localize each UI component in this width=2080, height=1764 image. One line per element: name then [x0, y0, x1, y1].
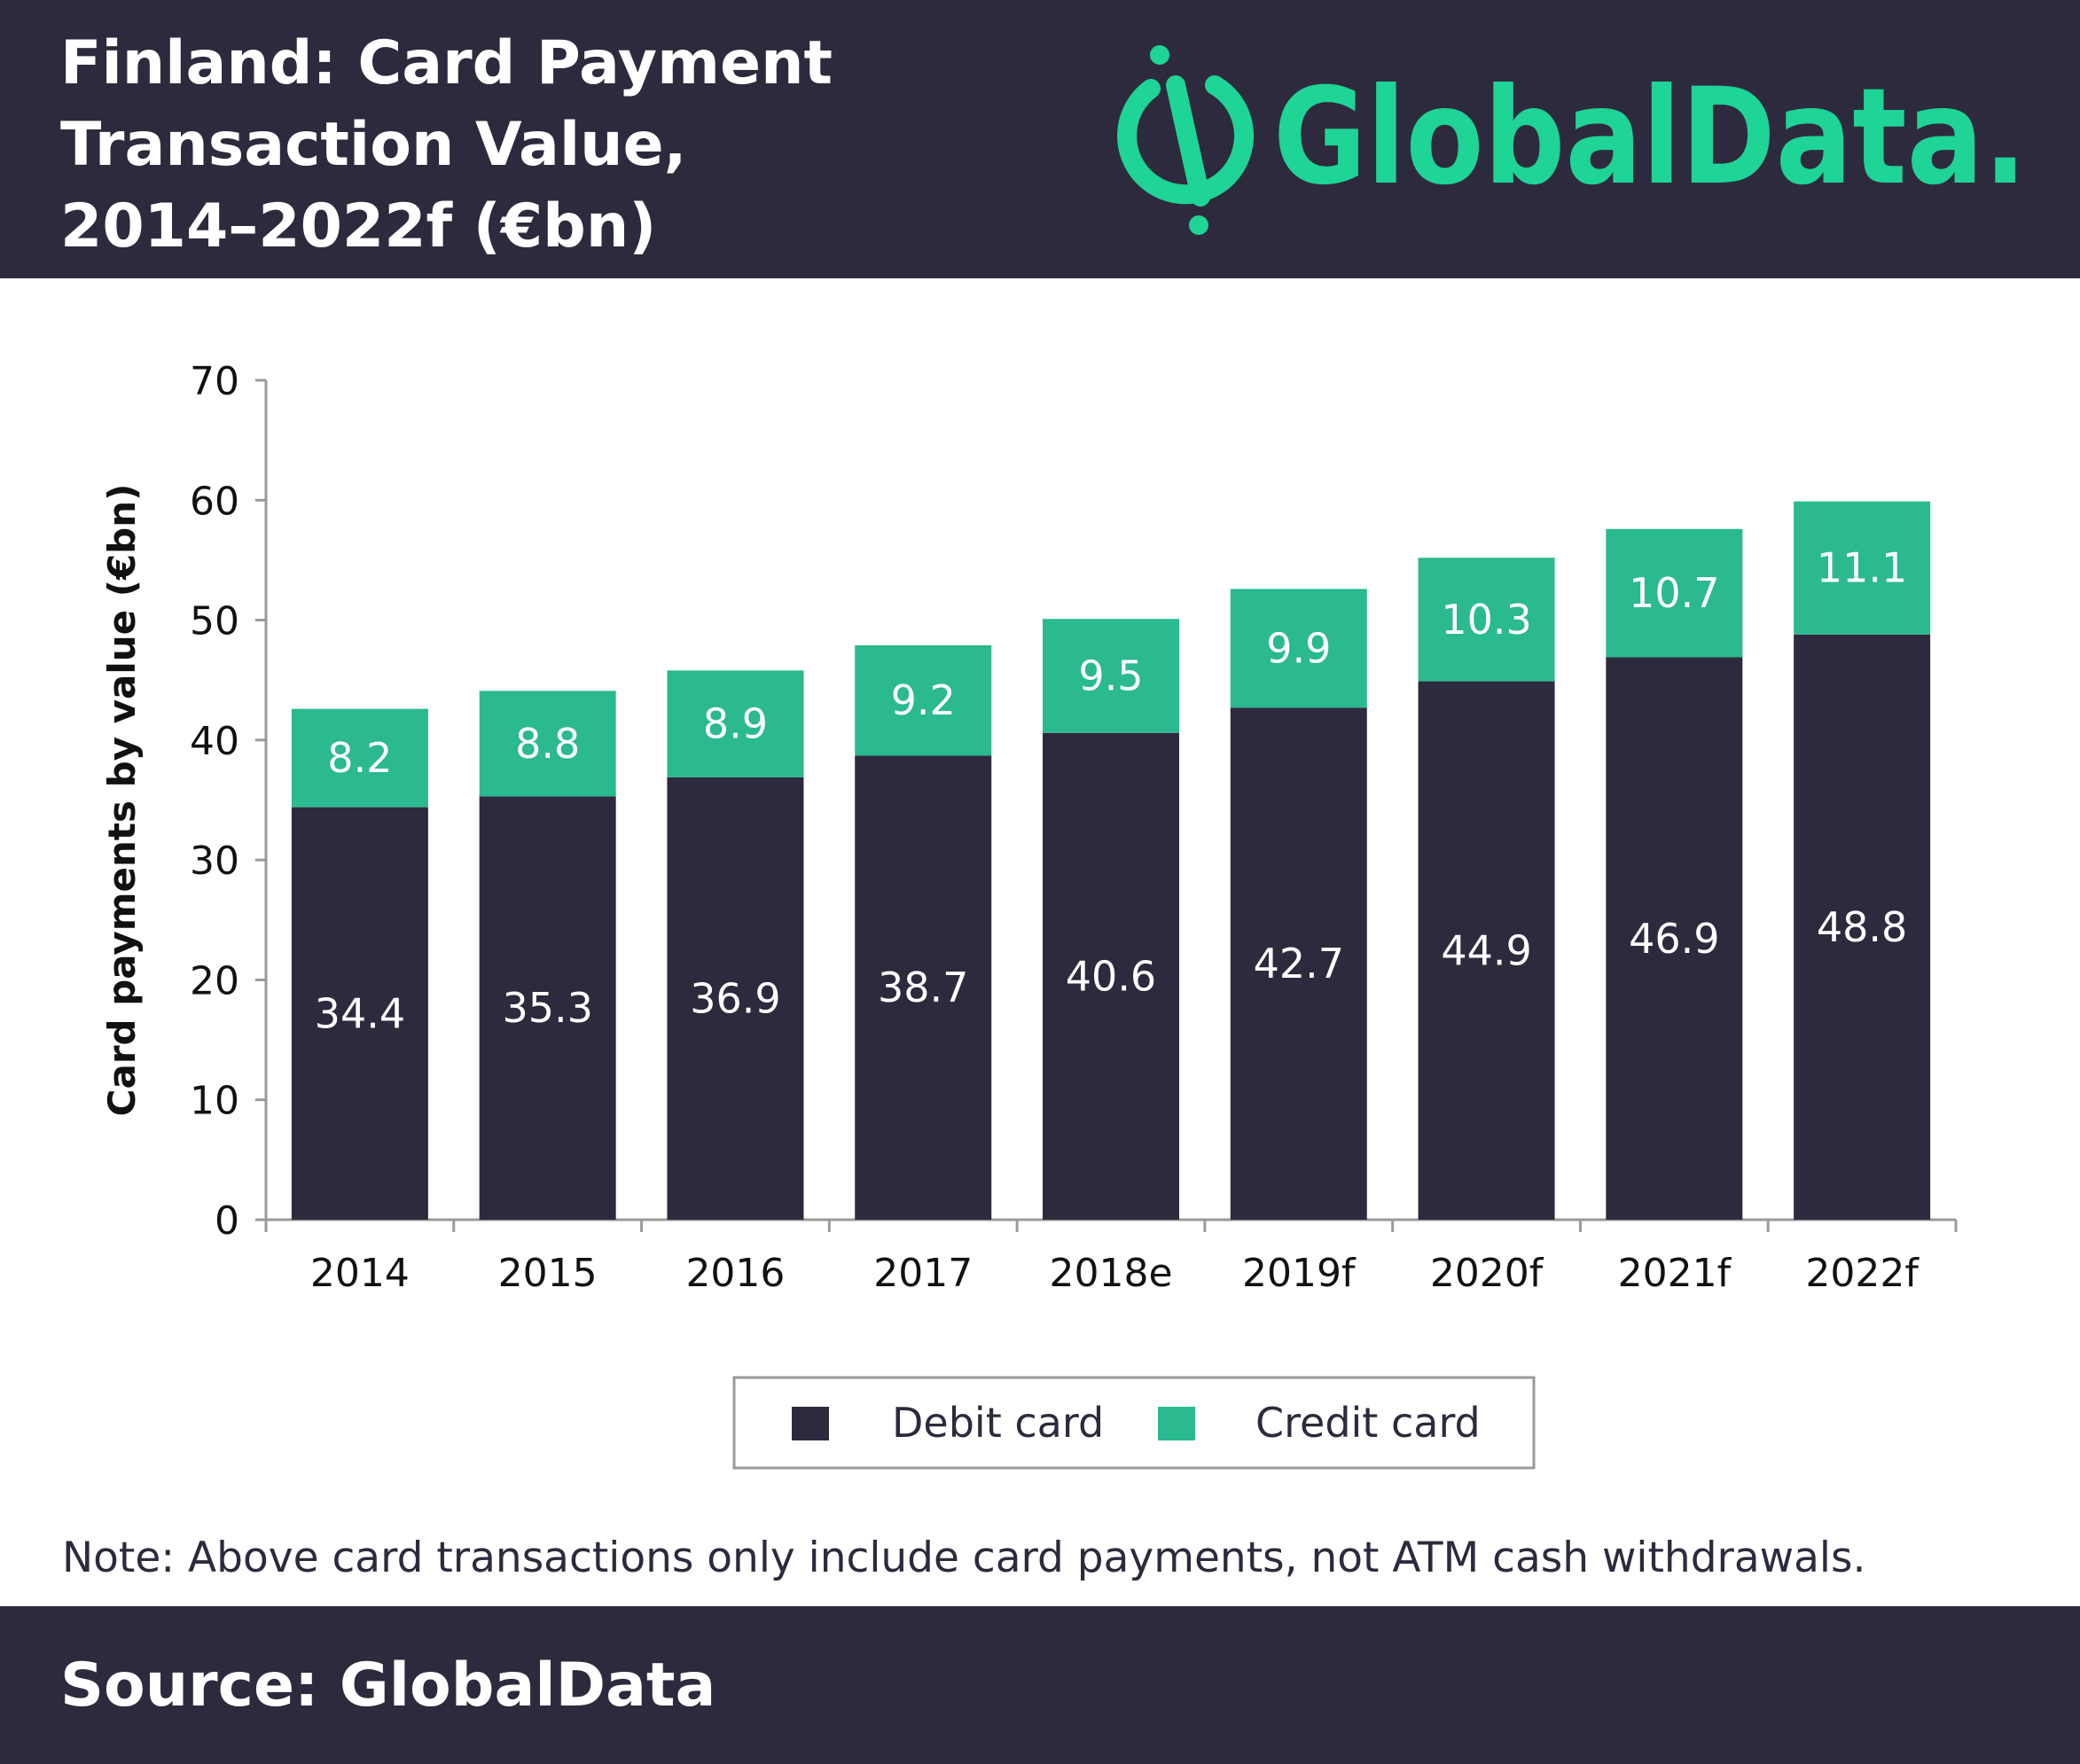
bar-credit-card [667, 670, 804, 777]
bar-debit-card [855, 755, 992, 1220]
y-tick-label: 30 [190, 839, 239, 884]
logo-dot-bottom [1189, 215, 1208, 235]
data-label-debit-card: 48.8 [1817, 903, 1907, 951]
title-line-2: Transaction Value, [60, 110, 687, 180]
data-label-credit-card: 8.2 [327, 734, 392, 782]
logo-dot-top [1150, 45, 1169, 65]
y-tick-label: 10 [190, 1079, 239, 1124]
chart-title: Finland: Card Payment Transaction Value,… [60, 23, 1036, 268]
stacked-bar-chart: 0 10 20 30 40 50 60 70 34.4 8.2 2014 35.3 8.8 2015 36.… [100, 359, 1958, 1470]
legend-label: Credit card [1255, 1399, 1481, 1447]
bar-credit-card [1606, 528, 1743, 658]
data-label-credit-card: 10.7 [1629, 569, 1719, 617]
bar-credit-card [1794, 501, 1931, 635]
bar-debit-card [291, 807, 428, 1220]
data-label-debit-card: 46.9 [1629, 915, 1719, 963]
data-label-credit-card: 8.8 [515, 720, 580, 768]
bar-debit-card [1794, 634, 1931, 1220]
title-line-1: Finland: Card Payment [60, 28, 833, 98]
x-tick-label: 2016 [685, 1251, 785, 1296]
x-tick-label: 2015 [498, 1251, 598, 1296]
y-tick-label: 60 [190, 479, 239, 524]
data-label-credit-card: 9.2 [891, 676, 956, 724]
data-label-debit-card: 40.6 [1066, 952, 1156, 1000]
data-label-credit-card: 8.9 [703, 700, 768, 748]
legend-swatch [1158, 1407, 1195, 1440]
y-axis-title: Card payments by value (€bn) [100, 484, 144, 1117]
y-tick-label: 20 [190, 958, 239, 1003]
x-tick-label: 2019f [1242, 1251, 1357, 1296]
legend-label: Debit card [892, 1399, 1104, 1447]
bar-debit-card [1606, 657, 1743, 1220]
globaldata-logo: GlobalData. [1117, 45, 2027, 235]
footer-bar: Source: GlobalData [0, 1606, 2080, 1764]
legend-box [732, 1376, 1536, 1470]
bar-credit-card [1418, 558, 1555, 682]
y-tick-label: 50 [190, 599, 239, 644]
x-tick-label: 2021f [1618, 1251, 1732, 1296]
data-label-debit-card: 34.4 [315, 989, 405, 1037]
y-tick-label: 0 [215, 1198, 239, 1244]
bar-debit-card [1418, 681, 1555, 1220]
bar-debit-card [1043, 732, 1179, 1220]
data-label-credit-card: 10.3 [1441, 596, 1531, 644]
data-label-debit-card: 35.3 [502, 984, 592, 1032]
bar-credit-card [479, 691, 616, 797]
logo-wordmark: GlobalData. [1273, 60, 2027, 215]
y-tick-label: 70 [190, 359, 239, 404]
globaldata-logo-icon [1117, 75, 1255, 207]
title-line-3: 2014–2022f (€bn) [60, 191, 657, 261]
y-tick-label: 40 [190, 719, 239, 764]
x-tick-label: 2018e [1049, 1251, 1172, 1296]
data-label-debit-card: 42.7 [1254, 940, 1344, 987]
data-label-debit-card: 44.9 [1441, 926, 1531, 974]
x-tick-label: 2022f [1805, 1251, 1920, 1296]
bar-credit-card [855, 644, 992, 756]
chart-note: Note: Above card transactions only inclu… [62, 1534, 1866, 1582]
bar-debit-card [479, 796, 616, 1220]
bar-credit-card [1043, 619, 1179, 733]
bar-credit-card [1230, 589, 1367, 708]
legend-swatch [792, 1407, 829, 1440]
header-bar: Finland: Card Payment Transaction Value,… [0, 0, 2080, 278]
source-label: Source: GlobalData [60, 1651, 716, 1721]
x-tick-label: 2020f [1430, 1251, 1544, 1296]
x-tick-label: 2014 [310, 1251, 410, 1296]
data-label-credit-card: 9.5 [1078, 652, 1143, 699]
bar-credit-card [291, 708, 428, 808]
x-tick-label: 2017 [873, 1251, 973, 1296]
data-label-debit-card: 36.9 [690, 974, 780, 1022]
bar-debit-card [1230, 707, 1367, 1220]
bar-debit-card [667, 777, 804, 1220]
data-label-credit-card: 9.9 [1266, 624, 1331, 672]
data-label-credit-card: 11.1 [1817, 544, 1907, 592]
data-label-debit-card: 38.7 [878, 964, 968, 1011]
